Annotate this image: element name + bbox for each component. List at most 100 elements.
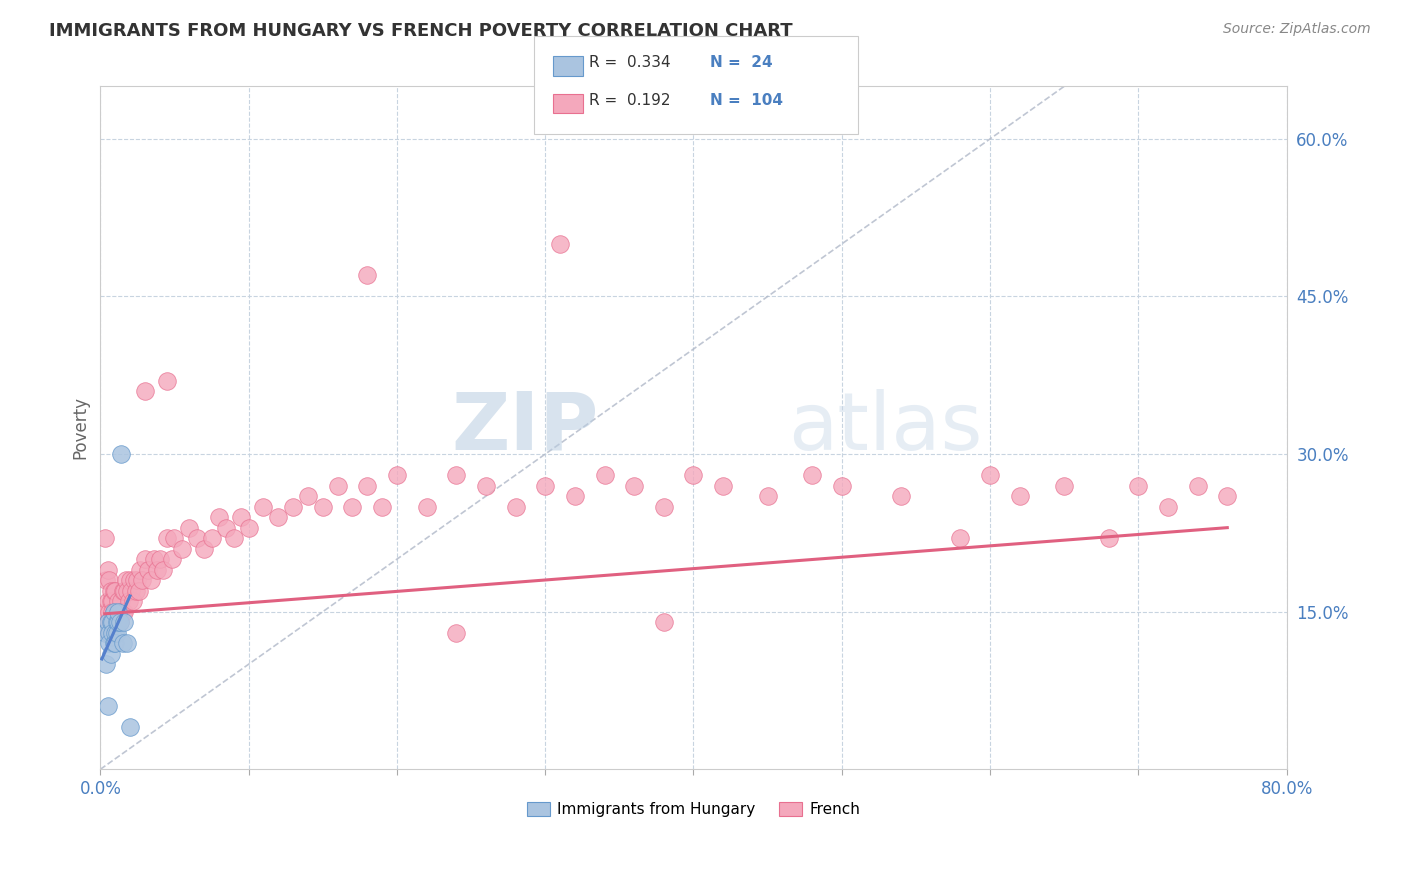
Point xyxy=(186,531,208,545)
Point xyxy=(105,615,128,630)
Point xyxy=(98,636,121,650)
Text: Source: ZipAtlas.com: Source: ZipAtlas.com xyxy=(1223,22,1371,37)
Point xyxy=(152,563,174,577)
Point xyxy=(548,237,571,252)
Point xyxy=(98,625,121,640)
Point xyxy=(100,615,122,630)
Text: R =  0.334: R = 0.334 xyxy=(589,55,671,70)
Point xyxy=(371,500,394,514)
Point xyxy=(100,583,122,598)
Point xyxy=(756,489,779,503)
Point xyxy=(134,384,156,398)
Point xyxy=(652,615,675,630)
Point xyxy=(623,478,645,492)
Point xyxy=(136,563,159,577)
Point xyxy=(104,625,127,640)
Point xyxy=(231,510,253,524)
Point xyxy=(139,573,162,587)
Point xyxy=(118,573,141,587)
Point xyxy=(444,625,467,640)
Point xyxy=(110,594,132,608)
Point xyxy=(94,625,117,640)
Point xyxy=(652,500,675,514)
Point xyxy=(1216,489,1239,503)
Point xyxy=(125,583,148,598)
Point xyxy=(356,478,378,492)
Point xyxy=(112,583,135,598)
Point xyxy=(134,552,156,566)
Point xyxy=(98,605,121,619)
Point xyxy=(534,478,557,492)
Point xyxy=(111,583,134,598)
Point xyxy=(128,583,150,598)
Point xyxy=(342,500,364,514)
Point xyxy=(122,594,145,608)
Text: R =  0.192: R = 0.192 xyxy=(589,93,671,108)
Point xyxy=(801,468,824,483)
Point xyxy=(149,552,172,566)
Point xyxy=(1008,489,1031,503)
Point xyxy=(163,531,186,545)
Point xyxy=(101,615,124,630)
Point xyxy=(112,605,135,619)
Point xyxy=(356,268,378,283)
Point xyxy=(115,636,138,650)
Point xyxy=(105,615,128,630)
Point xyxy=(1098,531,1121,545)
Text: N =  24: N = 24 xyxy=(710,55,773,70)
Point xyxy=(127,573,149,587)
Point xyxy=(475,478,498,492)
Point xyxy=(121,583,143,598)
Point xyxy=(118,720,141,734)
Point xyxy=(104,583,127,598)
Point xyxy=(115,583,138,598)
Point xyxy=(111,605,134,619)
Point xyxy=(890,489,912,503)
Point xyxy=(200,531,222,545)
Point xyxy=(238,521,260,535)
Point xyxy=(107,615,129,630)
Point xyxy=(444,468,467,483)
Point xyxy=(101,605,124,619)
Point xyxy=(831,478,853,492)
Point xyxy=(104,605,127,619)
Point xyxy=(385,468,408,483)
Point xyxy=(326,478,349,492)
Text: N =  104: N = 104 xyxy=(710,93,783,108)
Point xyxy=(100,647,122,661)
Point xyxy=(1187,478,1209,492)
Point xyxy=(170,541,193,556)
Point xyxy=(108,605,131,619)
Point xyxy=(98,625,121,640)
Point xyxy=(104,615,127,630)
Point xyxy=(104,636,127,650)
Point xyxy=(103,605,125,619)
Point xyxy=(979,468,1001,483)
Point xyxy=(100,594,122,608)
Point xyxy=(97,594,120,608)
Point xyxy=(252,500,274,514)
Point xyxy=(222,531,245,545)
Point xyxy=(215,521,238,535)
Y-axis label: Poverty: Poverty xyxy=(72,396,89,459)
Point xyxy=(107,605,129,619)
Point xyxy=(1053,478,1076,492)
Point xyxy=(312,500,335,514)
Point xyxy=(101,615,124,630)
Point xyxy=(101,594,124,608)
Point xyxy=(124,573,146,587)
Point xyxy=(98,573,121,587)
Point xyxy=(107,594,129,608)
Point xyxy=(297,489,319,503)
Point xyxy=(107,615,129,630)
Point xyxy=(564,489,586,503)
Point xyxy=(415,500,437,514)
Point xyxy=(105,605,128,619)
Point xyxy=(1128,478,1150,492)
Point xyxy=(193,541,215,556)
Text: IMMIGRANTS FROM HUNGARY VS FRENCH POVERTY CORRELATION CHART: IMMIGRANTS FROM HUNGARY VS FRENCH POVERT… xyxy=(49,22,793,40)
Point xyxy=(593,468,616,483)
Point xyxy=(96,573,118,587)
Point xyxy=(949,531,972,545)
Point xyxy=(112,615,135,630)
